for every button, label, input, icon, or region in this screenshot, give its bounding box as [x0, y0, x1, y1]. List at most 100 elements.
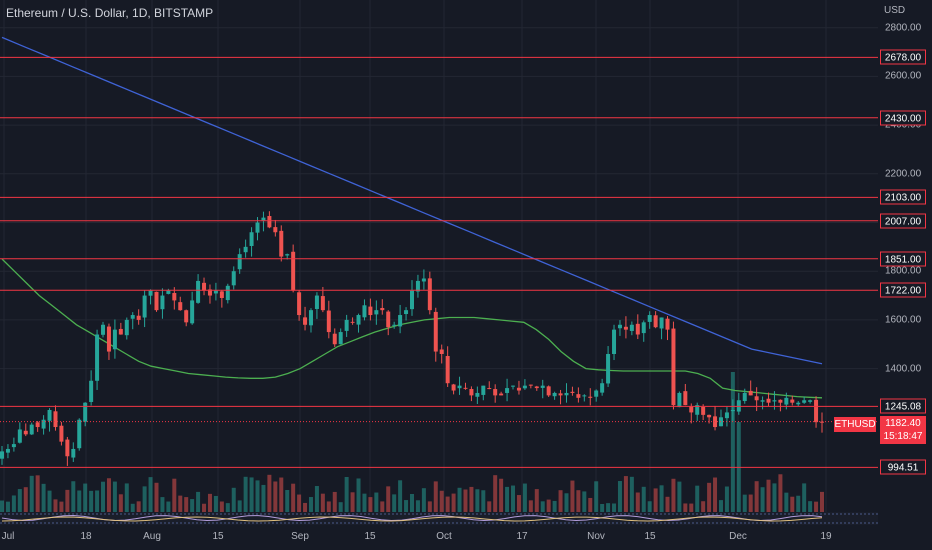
candle-body: [445, 356, 450, 384]
volume-bar: [29, 475, 34, 512]
volume-bar: [564, 493, 569, 512]
candle-body: [368, 306, 373, 316]
candlestick-series: [0, 211, 824, 466]
volume-bar: [17, 489, 22, 512]
candle-body: [481, 385, 486, 395]
candle-body: [130, 315, 135, 319]
volume-bar: [760, 487, 765, 512]
candle-body: [112, 329, 117, 350]
level-price-tag: 2007.00: [880, 213, 926, 229]
volume-bar: [814, 501, 819, 512]
volume-bar: [808, 501, 813, 512]
candle-body: [29, 424, 34, 435]
candle-body: [219, 291, 224, 298]
candle-body: [47, 409, 52, 421]
volume-bar: [5, 501, 10, 512]
candle-body: [243, 246, 248, 253]
volume-bar: [362, 493, 367, 512]
y-tick-label: 2200.00: [885, 168, 922, 180]
level-price-tag: 1245.08: [880, 398, 926, 414]
candle-body: [594, 390, 599, 397]
candle-body: [457, 385, 462, 389]
volume-bar: [766, 479, 771, 512]
candle-body: [772, 400, 777, 402]
candle-body: [202, 282, 207, 291]
volume-bar: [101, 481, 106, 512]
candle-body: [451, 384, 456, 391]
candle-body: [748, 390, 753, 396]
y-tick-label: 2600.00: [885, 70, 922, 82]
candle-body: [273, 227, 278, 233]
level-price-tag: 1722.00: [880, 282, 926, 298]
level-price-tag: 2430.00: [880, 110, 926, 126]
candle-body: [267, 216, 272, 228]
candle-body: [136, 315, 141, 320]
candle-body: [225, 285, 230, 301]
volume-bar: [730, 372, 735, 512]
horizontal-levels[interactable]: [0, 56, 878, 468]
price-axis[interactable]: [878, 0, 932, 550]
volume-bar: [308, 497, 313, 512]
candle-body: [659, 317, 664, 329]
candle-body: [350, 321, 355, 323]
candle-body: [178, 302, 183, 311]
volume-bar: [546, 499, 551, 512]
candle-body: [511, 385, 516, 387]
candle-body: [546, 386, 551, 396]
volume-bar: [261, 484, 266, 512]
candle-body: [314, 295, 319, 309]
volume-bar: [647, 501, 652, 512]
volume-bar: [404, 500, 409, 512]
volume-bar: [148, 477, 153, 512]
volume-bar: [629, 476, 634, 512]
grid-lines: [0, 0, 878, 525]
volume-bar: [178, 495, 183, 512]
volume-bar: [534, 489, 539, 512]
volume-bar: [742, 494, 747, 512]
candle-body: [77, 419, 82, 449]
candle-body: [463, 387, 468, 389]
volume-bars: [0, 372, 824, 512]
candle-body: [338, 332, 343, 345]
candle-body: [582, 395, 587, 397]
candle-body: [713, 416, 718, 428]
volume-bar: [249, 477, 254, 512]
candle-body: [617, 324, 622, 329]
volume-bar: [77, 490, 82, 512]
volume-bar: [588, 497, 593, 512]
volume-bar: [65, 489, 70, 512]
candle-body: [23, 430, 28, 435]
candle-body: [380, 307, 385, 311]
candle-body: [297, 292, 302, 316]
candle-body: [344, 319, 349, 331]
candle-body: [160, 295, 165, 310]
volume-bar: [410, 493, 414, 512]
candle-body: [53, 411, 58, 428]
volume-bar: [344, 476, 349, 512]
candle-body: [261, 217, 266, 221]
candle-body: [570, 391, 575, 393]
candle-body: [760, 400, 765, 402]
level-price-tag: 994.51: [880, 459, 926, 475]
volume-bar: [386, 486, 391, 512]
volume-bar: [207, 493, 212, 512]
candle-body: [196, 280, 201, 303]
candle-body: [701, 406, 706, 415]
volume-bar: [142, 486, 147, 512]
candle-body: [433, 311, 438, 352]
volume-bar: [83, 483, 88, 512]
candle-body: [635, 323, 640, 335]
candle-body: [528, 384, 533, 386]
volume-bar: [421, 488, 426, 512]
candle-body: [89, 380, 94, 402]
volume-bar: [415, 500, 420, 512]
volume-bar: [47, 490, 52, 512]
y-tick-label: 1400.00: [885, 363, 922, 375]
candle-body: [677, 392, 682, 408]
oscillator-pane: [0, 512, 878, 525]
candle-body: [398, 315, 403, 327]
candle-body: [332, 333, 337, 345]
candle-body: [83, 402, 88, 422]
volume-bar: [243, 476, 248, 512]
